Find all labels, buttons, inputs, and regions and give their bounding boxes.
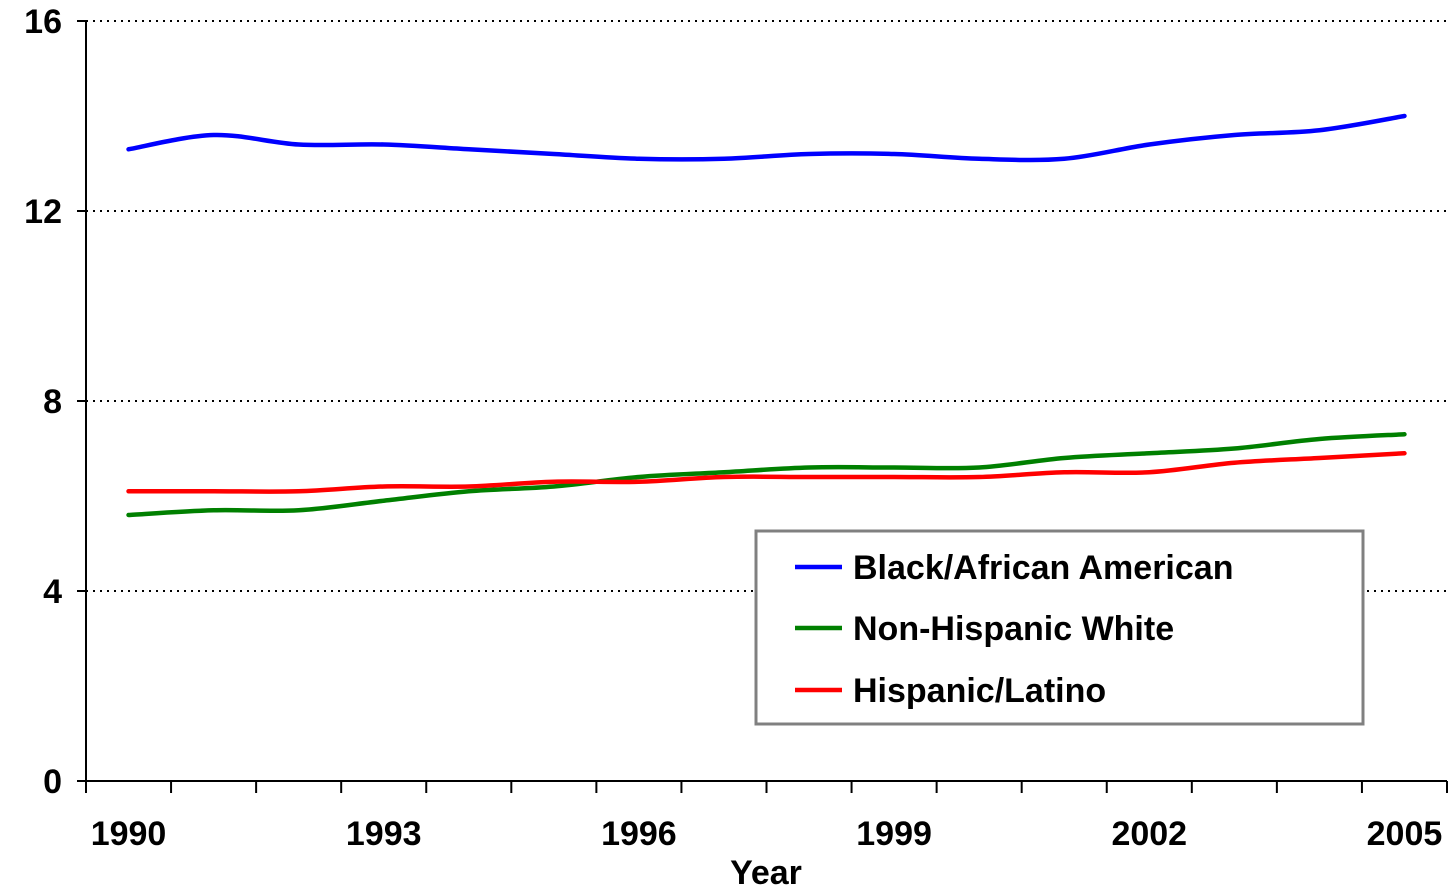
legend: Black/African American Non-Hispanic White… — [754, 529, 1365, 726]
x-tick-label: 2002 — [1111, 815, 1187, 853]
legend-label: Non-Hispanic White — [853, 610, 1174, 648]
x-tick-label: 1996 — [601, 815, 677, 853]
series-line-hispanic — [126, 451, 1407, 494]
x-axis-ticks: 1990 1993 1996 1999 2002 2005 — [85, 781, 1448, 853]
series-lines — [126, 113, 1407, 518]
y-tick-label: 4 — [43, 573, 62, 611]
x-tick-label: 1993 — [346, 815, 422, 853]
y-tick-label: 8 — [43, 383, 62, 421]
y-tick-label: 12 — [24, 193, 62, 231]
legend-label: Hispanic/Latino — [853, 672, 1106, 710]
x-tick-label: 2005 — [1367, 815, 1443, 853]
x-axis-title: Year — [730, 854, 802, 889]
y-axis-ticks: 0 4 8 12 16 — [24, 3, 86, 801]
x-tick-label: 1990 — [91, 815, 167, 853]
gridlines — [86, 20, 1447, 592]
series-line-black — [126, 113, 1407, 163]
x-tick-label: 1999 — [856, 815, 932, 853]
y-tick-label: 0 — [43, 763, 62, 801]
legend-box — [754, 529, 1365, 726]
series-line-non-hispanic-white — [126, 432, 1407, 518]
y-tick-label: 16 — [24, 3, 62, 41]
legend-label: Black/African American — [853, 549, 1233, 587]
